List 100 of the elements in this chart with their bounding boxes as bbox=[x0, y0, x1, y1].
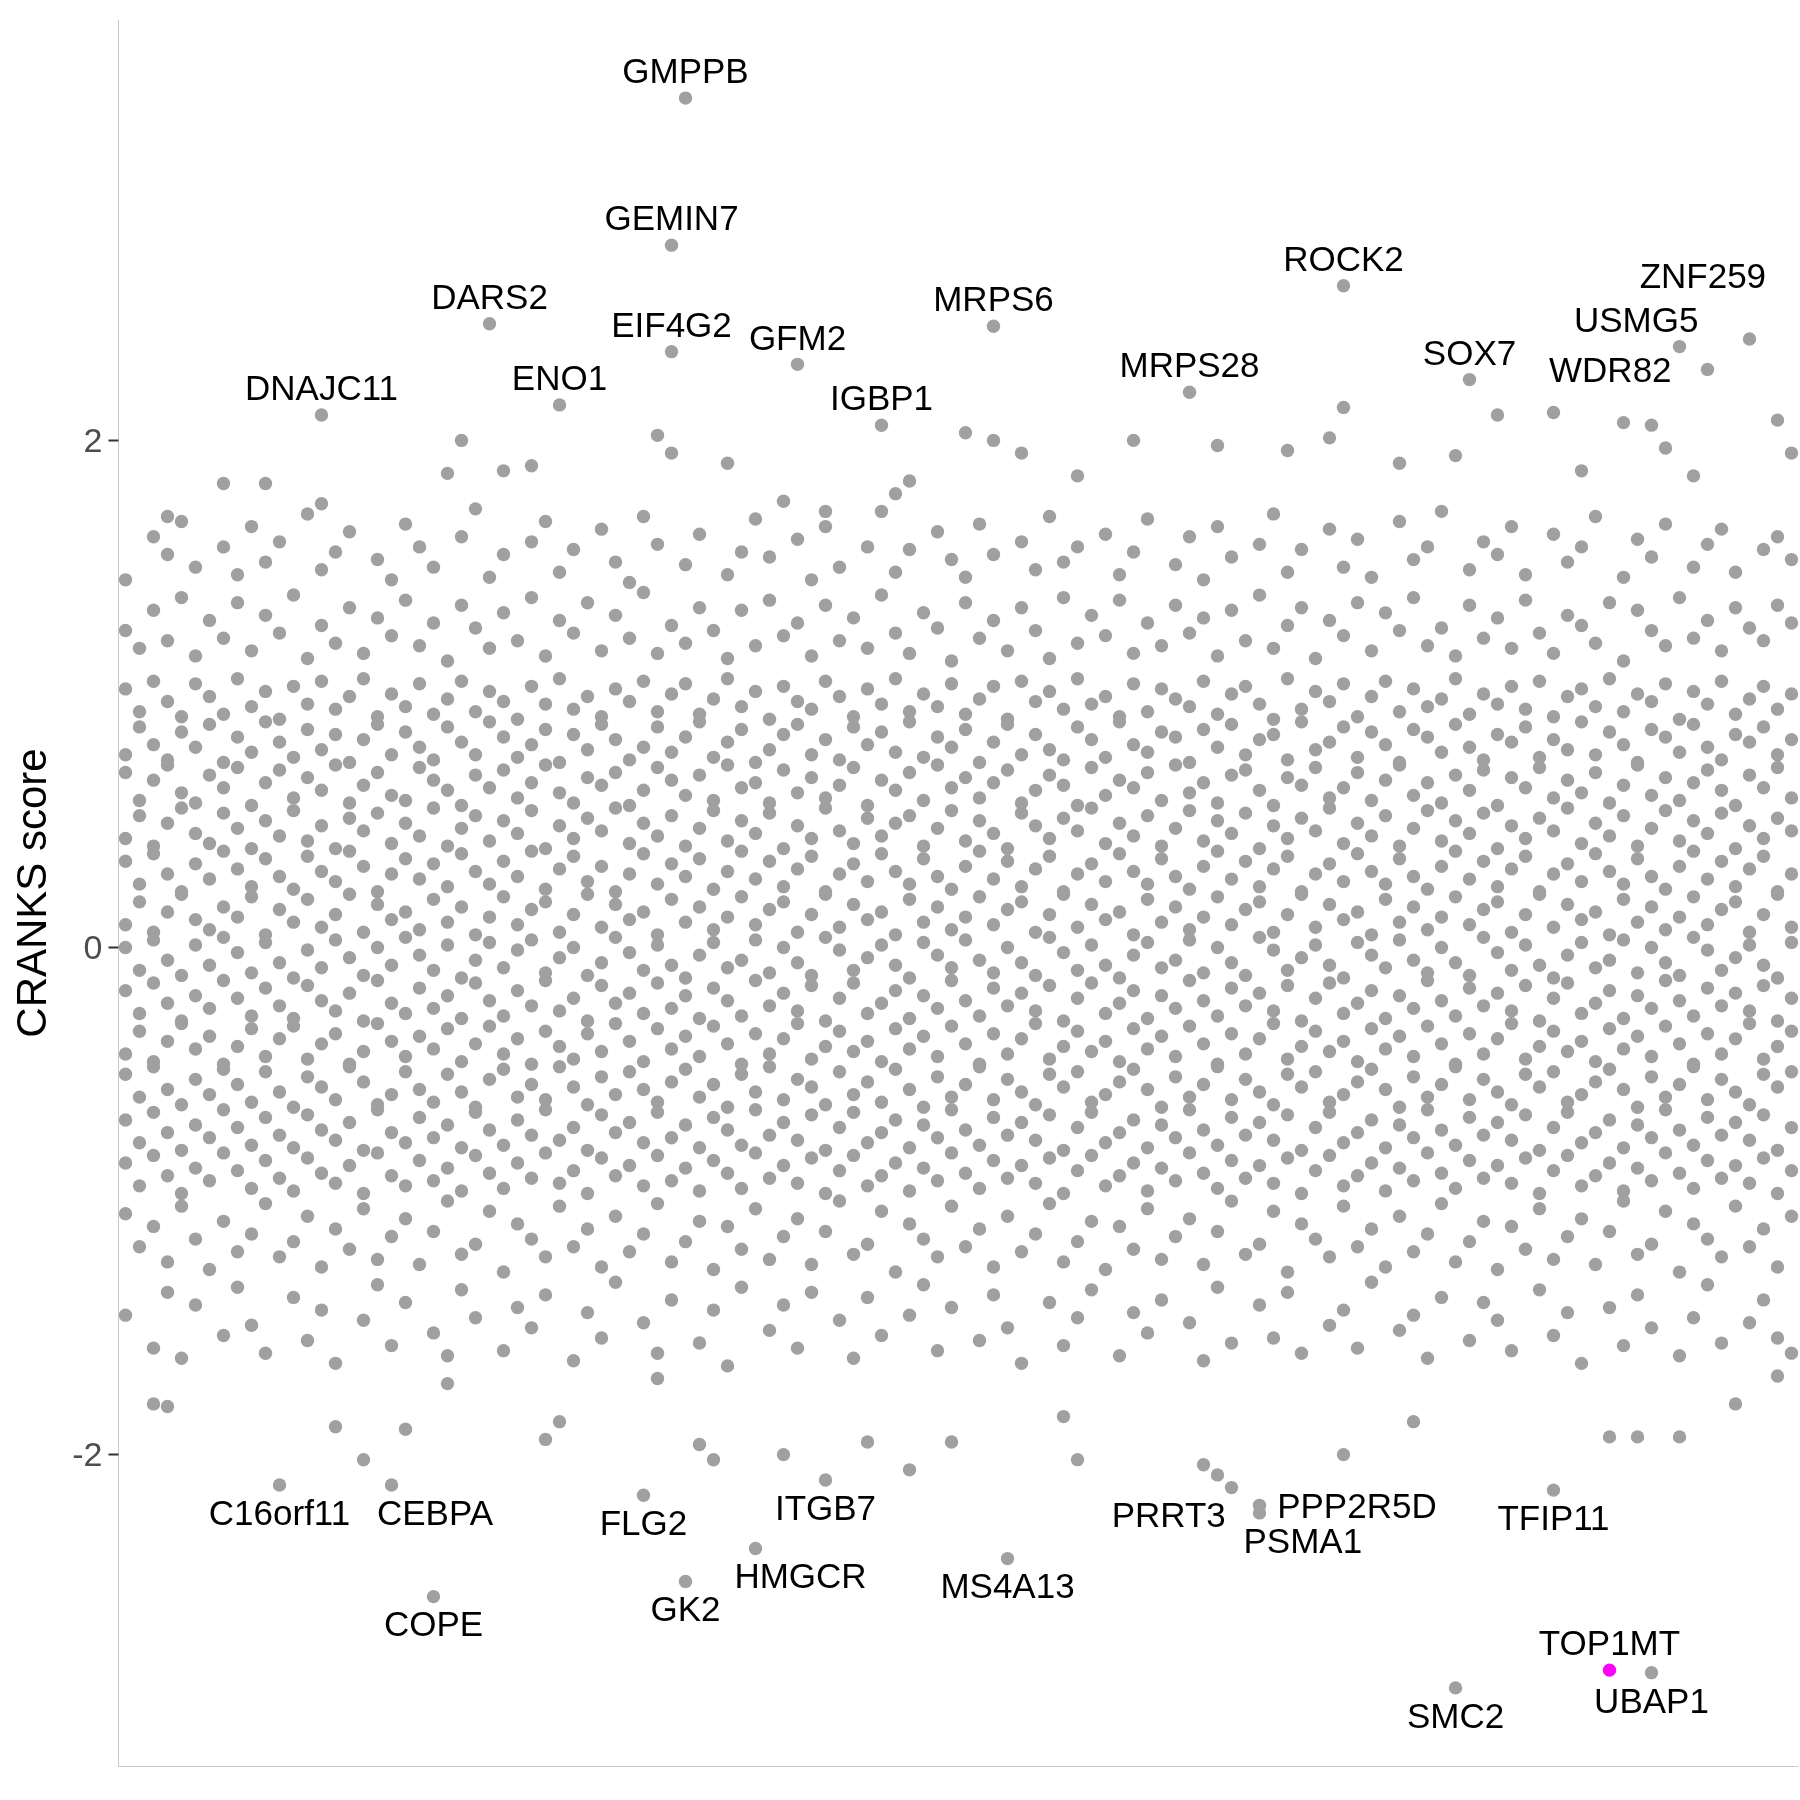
point bbox=[1630, 1430, 1645, 1444]
point bbox=[440, 466, 455, 481]
point bbox=[538, 1432, 553, 1447]
point bbox=[1700, 362, 1715, 377]
point bbox=[1210, 438, 1225, 453]
data-label: PRRT3 bbox=[1111, 1495, 1226, 1535]
point bbox=[1644, 418, 1659, 432]
point bbox=[1336, 279, 1351, 293]
point bbox=[1742, 332, 1757, 346]
point bbox=[440, 1376, 455, 1391]
point bbox=[1672, 1430, 1687, 1444]
data-label: TFIP11 bbox=[1497, 1497, 1610, 1537]
data-label: SOX7 bbox=[1422, 332, 1517, 372]
point bbox=[748, 1541, 763, 1556]
data-label: HMGCR bbox=[734, 1556, 867, 1596]
point bbox=[1406, 1414, 1421, 1429]
point bbox=[1210, 1468, 1225, 1482]
point bbox=[524, 459, 539, 473]
data-label: GK2 bbox=[650, 1589, 721, 1629]
data-label: GMPPB bbox=[622, 51, 749, 91]
point bbox=[986, 433, 1001, 448]
data-label: WDR82 bbox=[1549, 349, 1672, 389]
point bbox=[272, 1478, 287, 1492]
data-label: EIF4G2 bbox=[611, 304, 732, 344]
point bbox=[720, 456, 735, 470]
point bbox=[314, 497, 329, 511]
point bbox=[1672, 339, 1687, 354]
data-label: DARS2 bbox=[431, 276, 548, 316]
point bbox=[384, 1478, 399, 1492]
point bbox=[1490, 408, 1505, 422]
data-label: ENO1 bbox=[511, 358, 608, 398]
data-label: USMG5 bbox=[1573, 299, 1699, 339]
data-label: UBAP1 bbox=[1594, 1680, 1709, 1720]
data-label: GFM2 bbox=[748, 317, 847, 357]
point bbox=[1056, 1409, 1071, 1424]
data-label: ZNF259 bbox=[1639, 256, 1767, 296]
point bbox=[216, 476, 231, 491]
y-tick-label: -2 bbox=[72, 1435, 103, 1474]
data-label: SMC2 bbox=[1406, 1695, 1505, 1735]
point bbox=[650, 1371, 665, 1386]
point bbox=[678, 1574, 693, 1589]
point bbox=[790, 357, 805, 372]
data-label: IGBP1 bbox=[829, 378, 934, 418]
point bbox=[636, 1488, 651, 1502]
point bbox=[146, 1397, 161, 1411]
point bbox=[664, 238, 679, 252]
point bbox=[664, 344, 679, 359]
y-tick-label: 2 bbox=[83, 420, 103, 459]
point bbox=[776, 1447, 791, 1462]
point bbox=[328, 1420, 343, 1434]
point bbox=[1448, 1681, 1463, 1695]
point bbox=[356, 1453, 371, 1467]
data-label: MS4A13 bbox=[940, 1566, 1075, 1606]
point bbox=[692, 1437, 707, 1452]
point bbox=[258, 476, 273, 491]
point bbox=[1546, 405, 1561, 420]
point bbox=[902, 1463, 917, 1477]
point bbox=[552, 398, 567, 412]
point bbox=[1448, 448, 1463, 463]
point bbox=[1014, 446, 1029, 460]
point bbox=[1462, 372, 1477, 387]
point bbox=[1126, 433, 1141, 448]
point bbox=[1336, 1447, 1351, 1462]
point bbox=[1784, 446, 1799, 460]
point bbox=[1070, 1453, 1085, 1467]
data-label: MRPS28 bbox=[1119, 345, 1260, 385]
point bbox=[454, 433, 469, 448]
point bbox=[552, 1414, 567, 1429]
point bbox=[1658, 441, 1673, 455]
point bbox=[874, 418, 889, 432]
data-label: MRPS6 bbox=[933, 279, 1054, 319]
point bbox=[944, 1435, 959, 1449]
data-label: GEMIN7 bbox=[604, 198, 739, 238]
point bbox=[398, 1422, 413, 1436]
point bbox=[664, 446, 679, 460]
data-label: ITGB7 bbox=[774, 1487, 877, 1527]
point bbox=[902, 474, 917, 488]
point bbox=[482, 317, 497, 331]
point bbox=[986, 319, 1001, 333]
point bbox=[496, 464, 511, 478]
point bbox=[706, 1453, 721, 1467]
point bbox=[314, 408, 329, 422]
point bbox=[160, 1399, 175, 1414]
point bbox=[818, 1473, 833, 1487]
data-label: C16orf11 bbox=[208, 1492, 351, 1532]
point bbox=[1644, 1666, 1659, 1680]
point bbox=[1546, 1483, 1561, 1497]
data-label: CEBPA bbox=[376, 1492, 494, 1532]
point bbox=[1686, 469, 1701, 483]
point bbox=[1770, 413, 1785, 427]
point bbox=[160, 509, 175, 524]
point bbox=[1224, 1480, 1239, 1495]
point bbox=[1574, 464, 1589, 478]
point bbox=[860, 1435, 875, 1449]
point bbox=[818, 504, 833, 519]
point bbox=[1336, 400, 1351, 415]
point bbox=[776, 494, 791, 508]
point bbox=[1602, 1430, 1617, 1444]
point bbox=[1728, 1397, 1743, 1411]
point bbox=[650, 428, 665, 443]
